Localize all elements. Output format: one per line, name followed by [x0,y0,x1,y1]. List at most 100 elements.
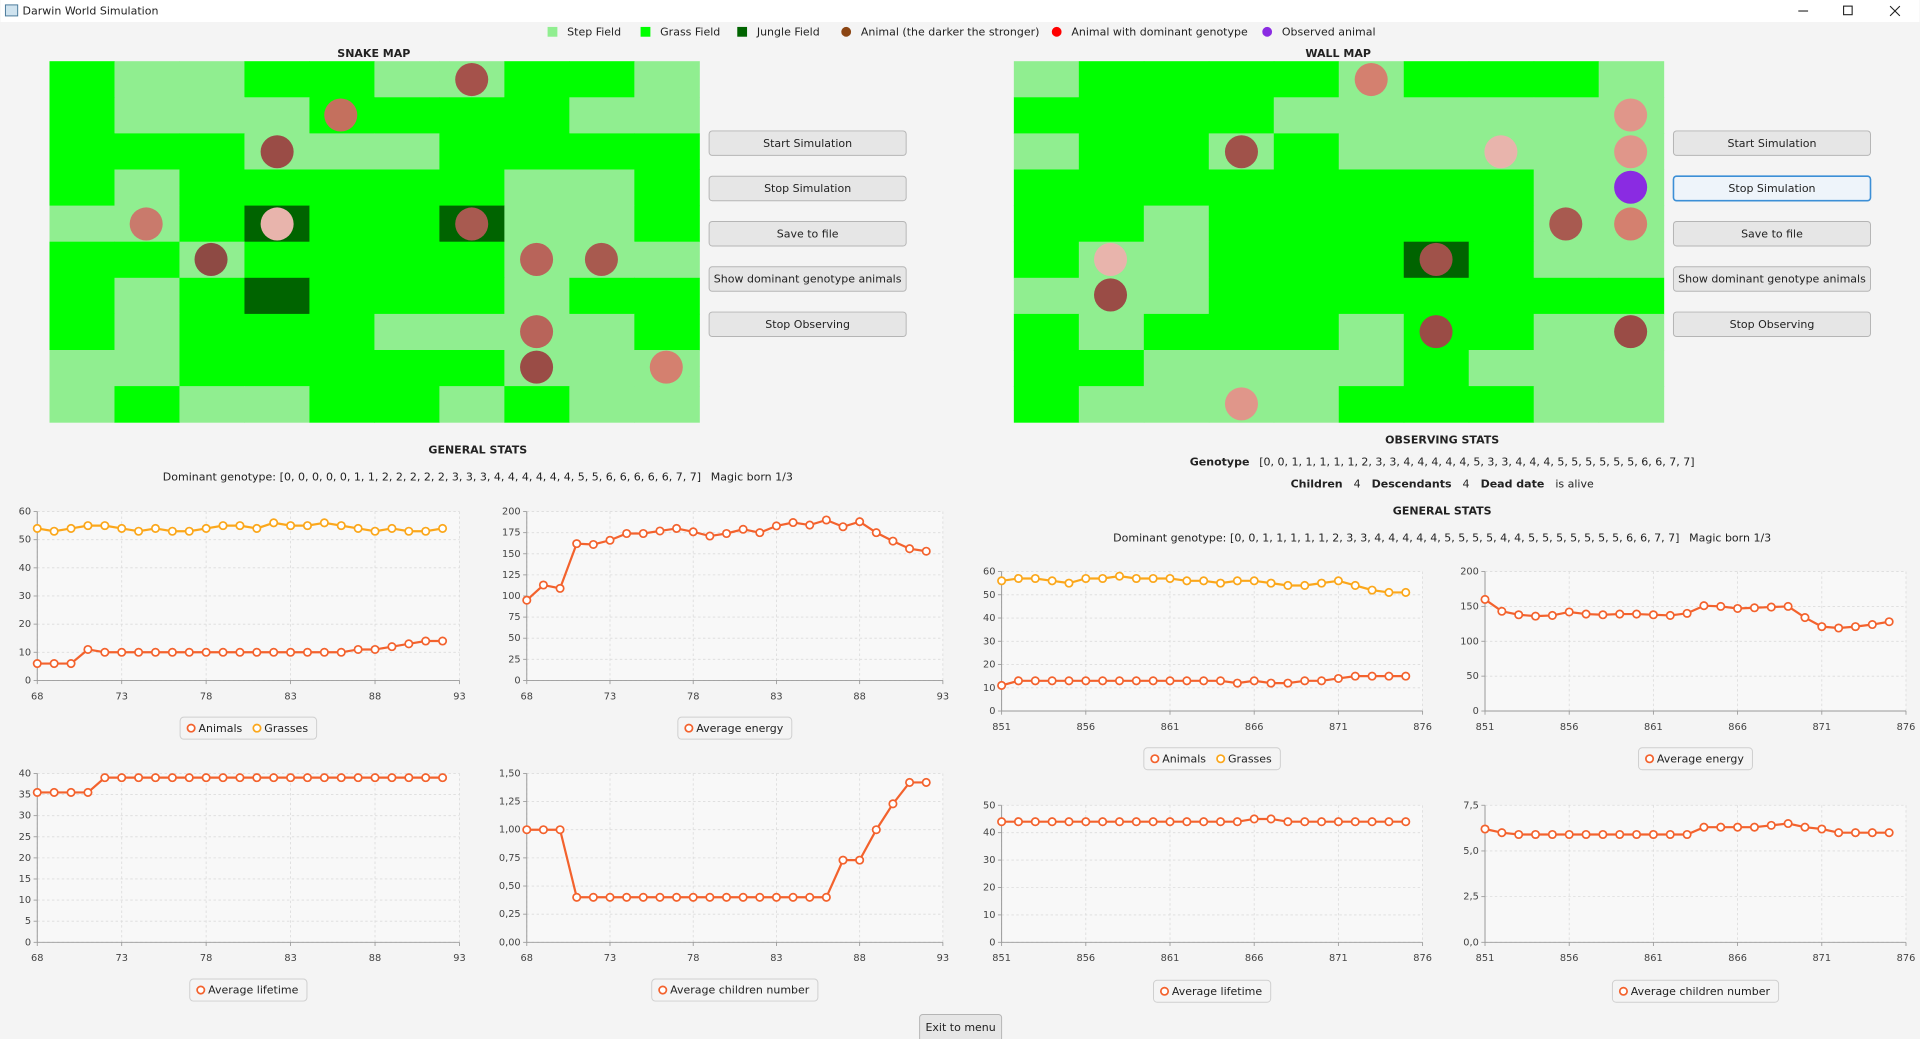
x-tick-label: 876 [1413,953,1432,964]
data-point [1249,814,1259,824]
animal[interactable] [455,207,489,241]
animal[interactable] [129,207,163,241]
data-point [755,528,765,538]
button[interactable] [708,266,907,292]
data-point [921,546,931,556]
y-tick-label: 50 [983,590,995,601]
animal[interactable] [1614,170,1648,204]
map-cell [1208,350,1275,387]
data-point [353,773,363,783]
data-point [269,518,279,528]
button[interactable] [708,221,907,247]
animal[interactable] [1614,207,1648,241]
button[interactable] [1672,221,1871,247]
animal[interactable] [1224,387,1258,421]
data-point [588,539,598,550]
animal[interactable] [1484,135,1518,169]
data-point [252,773,262,783]
data-point [888,799,898,809]
button[interactable] [708,130,907,156]
data-point [1648,610,1658,620]
data-point [150,523,161,533]
button-label[interactable]: Show dominant genotype animals [1678,273,1866,286]
button[interactable] [1672,311,1871,338]
map-cell [1208,61,1275,98]
map-cell [1338,169,1405,207]
animal[interactable] [1614,135,1648,169]
map-cell [439,350,505,387]
data-point [302,521,313,531]
data-point [286,647,296,657]
map-cell [1208,97,1275,134]
button[interactable] [1672,130,1871,156]
data-point [1249,576,1259,586]
button[interactable] [708,311,907,338]
animal[interactable] [1419,315,1453,349]
legend-swatch [1262,26,1273,37]
button-label[interactable]: Save to file [1741,227,1803,240]
x-tick-label: 851 [1476,722,1495,733]
animal[interactable] [1354,63,1388,97]
data-point [771,892,781,902]
map-cell [114,61,180,98]
button-label[interactable]: Save to file [777,227,839,240]
data-point [167,773,177,783]
animal[interactable] [1419,242,1453,276]
button-label[interactable]: Show dominant genotype animals [714,273,902,286]
data-point [738,524,748,534]
animal[interactable] [1094,242,1128,276]
animal[interactable] [1614,98,1648,132]
data-point [522,825,532,835]
data-point [538,825,548,835]
data-point [1148,676,1158,686]
data-point [421,773,431,783]
map-cell [1403,133,1470,170]
animal[interactable] [194,242,228,276]
animal[interactable] [649,350,683,384]
map-cell [114,241,180,279]
y-tick-label: 200 [502,507,521,518]
y-tick-label: 30 [19,591,31,602]
data-point [1497,828,1507,838]
y-tick-label: 10 [983,683,995,694]
data-point [1384,671,1394,681]
button-label[interactable]: Start Simulation [763,137,852,150]
animal[interactable] [520,350,554,384]
animal[interactable] [584,242,618,276]
map-cell [1338,97,1405,134]
button[interactable] [1672,175,1872,202]
animal[interactable] [1614,315,1648,349]
button-label[interactable]: Start Simulation [1728,137,1817,150]
button-label[interactable]: Stop Observing [1730,318,1815,331]
data-point [538,580,548,590]
y-tick-label: 20 [19,619,31,630]
animal[interactable] [520,315,554,349]
animal[interactable] [324,98,358,132]
button[interactable] [1672,266,1871,292]
button-label[interactable]: Stop Observing [765,318,850,331]
map-cell [114,277,180,315]
data-point [805,520,815,530]
button-label[interactable]: Stop Simulation [1728,182,1815,195]
animal[interactable] [260,135,294,169]
animal[interactable] [1224,135,1258,169]
map-cell [114,313,180,351]
animal[interactable] [520,242,554,276]
close-button[interactable] [1889,5,1901,17]
data-point [1497,606,1507,616]
exit-button[interactable] [919,1014,1003,1039]
map-cell [244,169,310,207]
map-cell [1013,386,1080,423]
data-point [672,892,682,902]
animal[interactable] [1549,207,1583,241]
animal[interactable] [1094,278,1128,312]
map-cell [1338,277,1405,315]
map-cell [309,313,375,351]
animal[interactable] [455,63,489,97]
restore-button[interactable] [1843,5,1853,16]
button[interactable] [708,175,907,202]
button-label[interactable]: Stop Simulation [764,182,851,195]
animal[interactable] [260,207,294,241]
map-cell [569,97,635,134]
exit-button-label[interactable]: Exit to menu [925,1021,995,1034]
